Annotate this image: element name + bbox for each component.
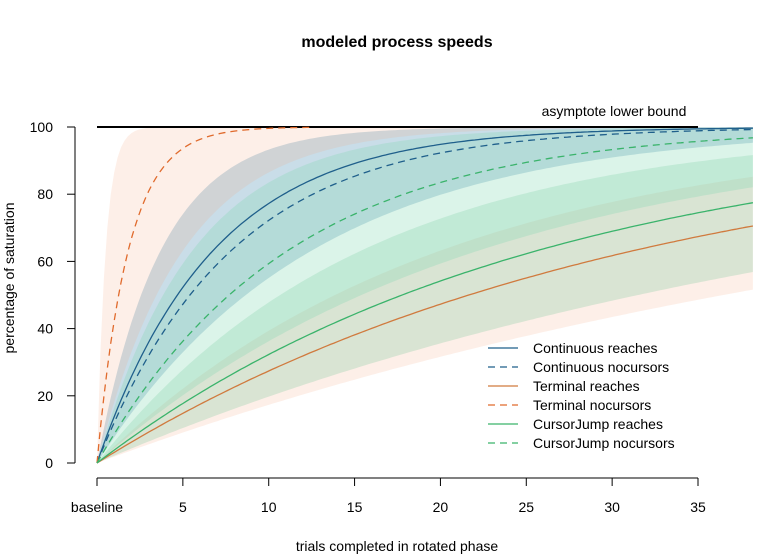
legend-label: CursorJump nocursors (533, 435, 675, 451)
x-tick-label: baseline (71, 499, 123, 515)
legend-label: Terminal reaches (533, 378, 640, 394)
legend-label: Continuous reaches (533, 340, 658, 356)
legend-label: Continuous nocursors (533, 359, 669, 375)
confidence-bands (97, 127, 753, 464)
y-tick-label: 80 (37, 186, 53, 202)
curve-continuous-reaches (96, 127, 753, 464)
x-tick-label: 10 (261, 499, 277, 515)
y-tick-label: 60 (37, 253, 53, 269)
y-axis: 0 20 40 60 80 100 (30, 119, 76, 471)
x-tick-label: 20 (433, 499, 449, 515)
legend-label: Terminal nocursors (533, 397, 651, 413)
model-curves (96, 126, 754, 464)
x-tick-label: 35 (690, 499, 706, 515)
x-tick-label: 5 (179, 499, 187, 515)
curve-cursorjump-nocursors (96, 137, 753, 464)
x-tick-label: 15 (347, 499, 363, 515)
x-tick-label: 25 (518, 499, 534, 515)
y-tick-label: 100 (30, 119, 54, 135)
y-axis-label: percentage of saturation (1, 203, 17, 354)
y-tick-label: 40 (37, 321, 53, 337)
y-tick-label: 20 (37, 388, 53, 404)
curve-terminal-reaches (96, 225, 754, 464)
band-5 (97, 127, 753, 464)
asymptote-label: asymptote lower bound (542, 103, 687, 119)
x-tick-label: 30 (604, 499, 620, 515)
x-axis: baseline 5 10 15 20 25 30 35 (71, 477, 706, 515)
band-3 (97, 127, 753, 463)
legend: Continuous reaches Continuous nocursors Te… (488, 340, 675, 451)
curve-continuous-nocursors (96, 128, 753, 464)
chart-title: modeled process speeds (301, 34, 492, 51)
x-axis-label: trials completed in rotated phase (296, 538, 499, 554)
curve-cursorjump-reaches (96, 202, 754, 464)
band-0 (97, 127, 753, 463)
curve-terminal-nocursors (96, 126, 314, 464)
y-tick-label: 0 (45, 455, 53, 471)
legend-label: CursorJump reaches (533, 416, 663, 432)
band-2 (97, 176, 753, 464)
